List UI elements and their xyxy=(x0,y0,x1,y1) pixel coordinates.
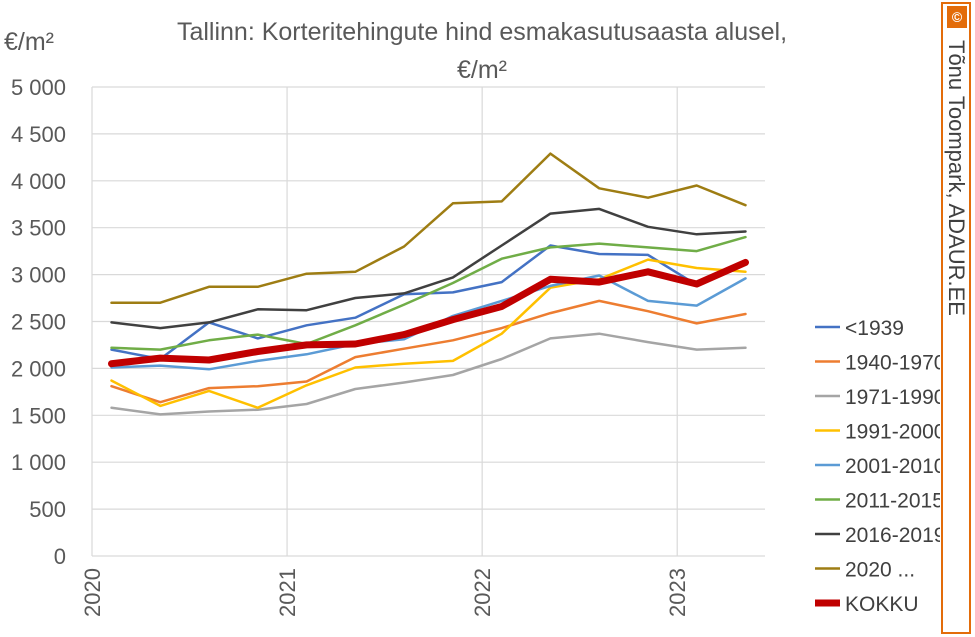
legend: <1939 1940-1970 1971-1990 1991-2000 2001-201… xyxy=(815,317,940,616)
y-tick-label: 500 xyxy=(29,497,66,522)
legend-label: 1991-2000 xyxy=(845,421,940,444)
legend-label: 1971-1990 xyxy=(845,386,940,409)
series-line-1 xyxy=(110,299,747,404)
y-tick-label: 1 000 xyxy=(11,450,66,475)
series-line-8 xyxy=(108,258,749,368)
legend-label: 2020 ... xyxy=(845,559,915,582)
series-line-7 xyxy=(110,152,747,304)
legend-label: <1939 xyxy=(845,317,904,340)
y-tick-label: 0 xyxy=(54,544,66,569)
line-chart: Tallinn: Korteritehingute hind esmakasut… xyxy=(4,18,940,617)
legend-label: 2011-2015 xyxy=(845,490,940,513)
legend-label: 2016-2019 xyxy=(845,524,940,547)
y-tick-label: 3 500 xyxy=(11,216,66,241)
gridlines xyxy=(91,86,765,557)
series-line-5 xyxy=(110,235,747,351)
credit-text: Tõnu Toompark, ADAUR.EE xyxy=(944,40,969,316)
credit-box xyxy=(941,2,971,634)
chart-title-line2: €/m² xyxy=(457,56,507,84)
y-tick-label: 1 500 xyxy=(11,403,66,428)
x-tick-label: 2022 xyxy=(470,568,495,617)
y-tick-labels: 0 500 1 000 1 500 2 000 2 500 3 000 3 500 4 000 4… xyxy=(11,75,66,569)
y-tick-label: 4 500 xyxy=(11,122,66,147)
y-axis-label: €/m² xyxy=(4,28,54,56)
copyright-icon: © xyxy=(947,6,967,28)
legend-label: 2001-2010 xyxy=(845,455,940,478)
legend-label: 1940-1970 xyxy=(845,352,940,375)
series-line-6 xyxy=(110,207,747,330)
y-tick-label: 4 000 xyxy=(11,169,66,194)
y-tick-label: 5 000 xyxy=(11,75,66,100)
x-tick-labels: 2020 2021 2022 2023 xyxy=(80,568,690,617)
series-lines xyxy=(108,152,749,416)
x-tick-label: 2023 xyxy=(665,568,690,617)
y-tick-label: 2 000 xyxy=(11,356,66,381)
legend-label: KOKKU xyxy=(845,593,919,616)
series-line-3 xyxy=(110,258,747,410)
x-tick-label: 2020 xyxy=(80,568,105,617)
series-line-2 xyxy=(110,332,747,416)
y-tick-label: 3 000 xyxy=(11,263,66,288)
chart-title-line1: Tallinn: Korteritehingute hind esmakasut… xyxy=(177,18,787,46)
y-tick-label: 2 500 xyxy=(11,310,66,335)
x-tick-label: 2021 xyxy=(275,568,300,617)
